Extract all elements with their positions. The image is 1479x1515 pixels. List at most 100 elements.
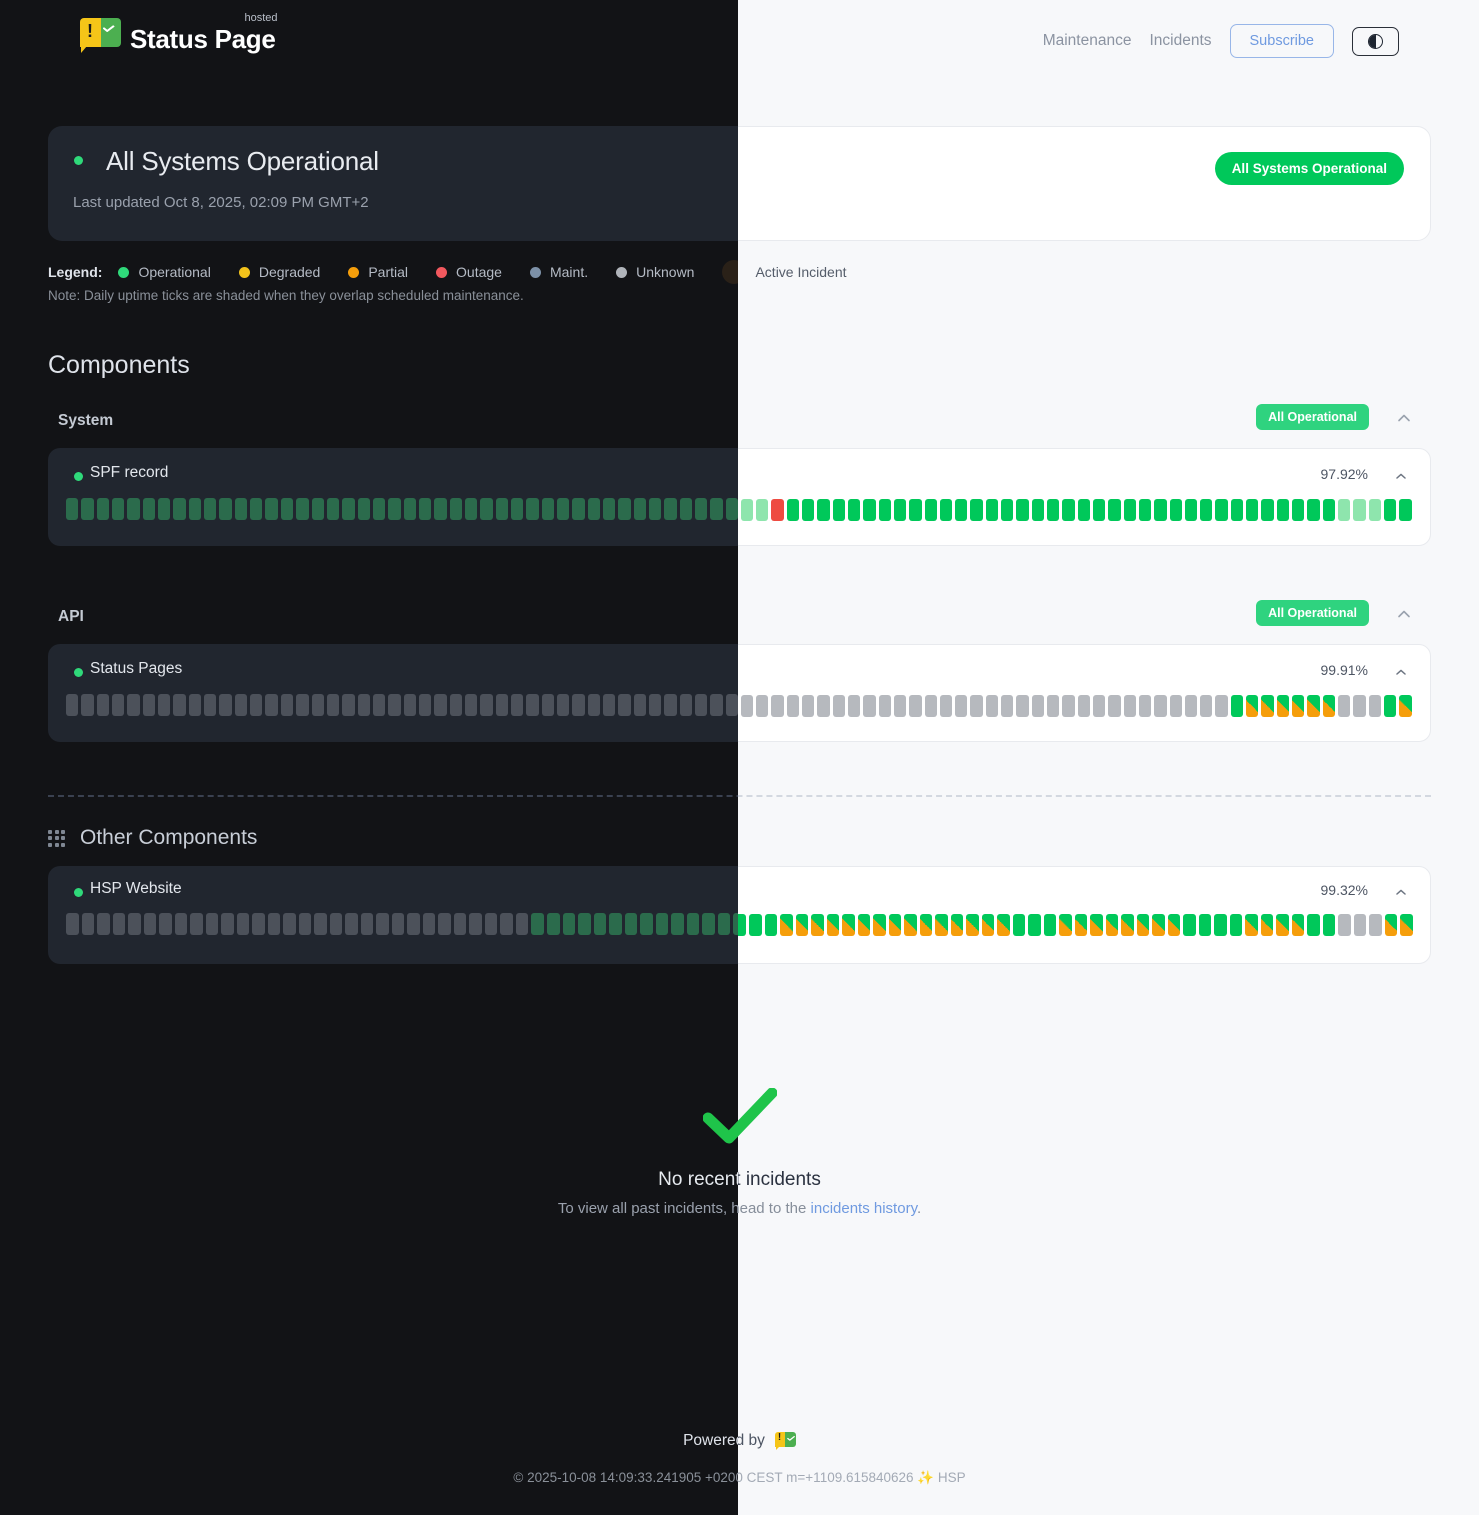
uptime-tick[interactable] xyxy=(1074,914,1087,936)
uptime-tick[interactable] xyxy=(204,498,217,520)
uptime-tick[interactable] xyxy=(1399,499,1412,521)
uptime-tick[interactable] xyxy=(342,498,355,520)
uptime-tick[interactable] xyxy=(717,913,731,935)
uptime-tick[interactable] xyxy=(1184,695,1198,717)
uptime-tick[interactable] xyxy=(372,498,386,520)
uptime-tick[interactable] xyxy=(985,499,999,521)
uptime-tick[interactable] xyxy=(314,913,327,935)
uptime-tick[interactable] xyxy=(1169,695,1182,717)
uptime-tick[interactable] xyxy=(826,914,839,936)
uptime-tick[interactable] xyxy=(609,913,622,935)
uptime-tick[interactable] xyxy=(376,913,389,935)
uptime-tick[interactable] xyxy=(219,694,232,716)
uptime-tick[interactable] xyxy=(1353,914,1366,936)
uptime-tick[interactable] xyxy=(360,913,374,935)
uptime-tick[interactable] xyxy=(112,694,125,716)
uptime-tick[interactable] xyxy=(795,914,808,936)
uptime-tick[interactable] xyxy=(1384,914,1397,936)
uptime-tick[interactable] xyxy=(1001,695,1014,717)
uptime-tick[interactable] xyxy=(593,913,607,935)
uptime-tick[interactable] xyxy=(480,694,493,716)
uptime-tick[interactable] xyxy=(1291,914,1304,936)
uptime-tick[interactable] xyxy=(671,913,684,935)
uptime-tick[interactable] xyxy=(1016,695,1029,717)
uptime-tick[interactable] xyxy=(764,914,777,936)
uptime-tick[interactable] xyxy=(1028,914,1041,936)
uptime-tick[interactable] xyxy=(1322,695,1335,717)
uptime-tick[interactable] xyxy=(326,498,340,520)
uptime-tick[interactable] xyxy=(857,914,870,936)
uptime-tick[interactable] xyxy=(572,498,585,520)
uptime-tick[interactable] xyxy=(679,498,693,520)
uptime-tick[interactable] xyxy=(970,695,983,717)
uptime-tick[interactable] xyxy=(1016,499,1029,521)
uptime-tick[interactable] xyxy=(966,914,979,936)
uptime-tick[interactable] xyxy=(418,498,432,520)
uptime-tick[interactable] xyxy=(811,914,824,936)
uptime-tick[interactable] xyxy=(97,913,110,935)
uptime-tick[interactable] xyxy=(81,694,94,716)
uptime-tick[interactable] xyxy=(935,914,948,936)
uptime-tick[interactable] xyxy=(1215,695,1228,717)
uptime-tick[interactable] xyxy=(1031,695,1044,717)
uptime-tick[interactable] xyxy=(618,694,631,716)
uptime-tick[interactable] xyxy=(66,913,79,935)
uptime-tick[interactable] xyxy=(1183,914,1196,936)
uptime-tick[interactable] xyxy=(1322,499,1335,521)
uptime-tick[interactable] xyxy=(81,498,94,520)
status-page-logo-icon[interactable]: ! xyxy=(774,1432,796,1450)
uptime-tick[interactable] xyxy=(1368,695,1381,717)
uptime-tick[interactable] xyxy=(283,913,296,935)
uptime-tick[interactable] xyxy=(842,914,855,936)
uptime-tick[interactable] xyxy=(1307,499,1320,521)
uptime-tick[interactable] xyxy=(1200,695,1213,717)
uptime-tick[interactable] xyxy=(219,498,232,520)
uptime-tick[interactable] xyxy=(1198,914,1211,936)
uptime-tick[interactable] xyxy=(188,498,202,520)
uptime-tick[interactable] xyxy=(1047,499,1060,521)
uptime-tick[interactable] xyxy=(1307,695,1320,717)
uptime-tick[interactable] xyxy=(893,499,907,521)
nav-link-maintenance[interactable]: Maintenance xyxy=(1042,32,1132,49)
uptime-tick[interactable] xyxy=(562,913,576,935)
uptime-tick[interactable] xyxy=(1062,499,1075,521)
uptime-tick[interactable] xyxy=(464,498,478,520)
uptime-tick[interactable] xyxy=(174,913,188,935)
uptime-tick[interactable] xyxy=(1399,695,1412,717)
uptime-tick[interactable] xyxy=(1138,695,1152,717)
uptime-tick[interactable] xyxy=(603,694,616,716)
uptime-tick[interactable] xyxy=(786,499,799,521)
uptime-tick[interactable] xyxy=(66,498,79,520)
uptime-tick[interactable] xyxy=(981,914,994,936)
uptime-tick[interactable] xyxy=(1353,499,1366,521)
uptime-tick[interactable] xyxy=(326,694,340,716)
uptime-tick[interactable] xyxy=(633,498,647,520)
brand-logo[interactable]: ! Status Page hosted xyxy=(80,13,278,53)
uptime-tick[interactable] xyxy=(158,498,171,520)
uptime-tick[interactable] xyxy=(1077,499,1090,521)
uptime-tick[interactable] xyxy=(388,694,401,716)
uptime-tick[interactable] xyxy=(66,694,79,716)
uptime-tick[interactable] xyxy=(1138,499,1152,521)
uptime-tick[interactable] xyxy=(955,695,968,717)
uptime-tick[interactable] xyxy=(234,498,248,520)
uptime-tick[interactable] xyxy=(725,498,739,520)
uptime-tick[interactable] xyxy=(403,694,416,716)
uptime-tick[interactable] xyxy=(526,694,539,716)
uptime-tick[interactable] xyxy=(345,913,358,935)
uptime-tick[interactable] xyxy=(664,694,677,716)
uptime-tick[interactable] xyxy=(1215,499,1228,521)
uptime-tick[interactable] xyxy=(664,498,677,520)
uptime-tick[interactable] xyxy=(469,913,482,935)
uptime-tick[interactable] xyxy=(924,499,937,521)
uptime-tick[interactable] xyxy=(403,498,416,520)
uptime-tick[interactable] xyxy=(878,695,891,717)
uptime-tick[interactable] xyxy=(112,498,125,520)
uptime-tick[interactable] xyxy=(1092,499,1106,521)
uptime-tick[interactable] xyxy=(1059,914,1072,936)
uptime-tick[interactable] xyxy=(422,913,436,935)
uptime-tick[interactable] xyxy=(878,499,891,521)
uptime-tick[interactable] xyxy=(1353,695,1366,717)
uptime-tick[interactable] xyxy=(955,499,968,521)
uptime-tick[interactable] xyxy=(557,694,570,716)
